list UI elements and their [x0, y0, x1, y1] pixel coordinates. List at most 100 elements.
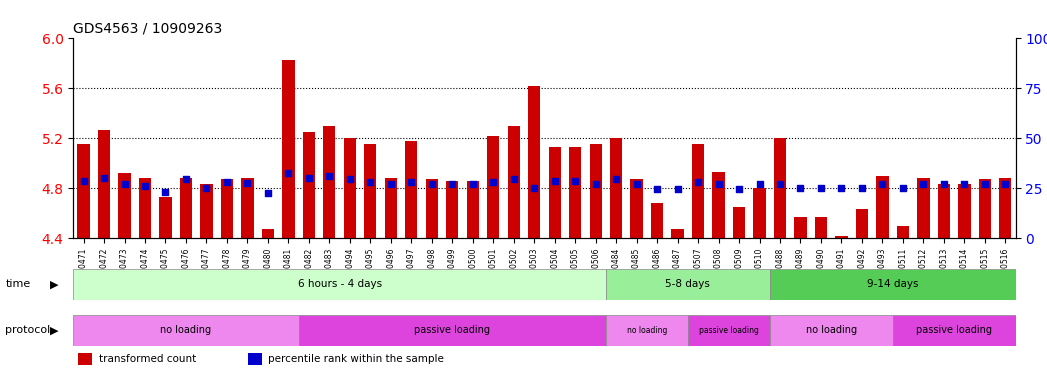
Text: passive loading: passive loading — [916, 325, 993, 335]
Bar — [733, 207, 745, 238]
Point — [95, 175, 112, 181]
Text: no loading: no loading — [805, 325, 856, 335]
Text: ▶: ▶ — [50, 325, 59, 335]
Bar — [528, 86, 540, 238]
Bar — [712, 172, 725, 238]
Bar — [79, 353, 92, 365]
Bar — [97, 129, 110, 238]
Bar — [508, 126, 520, 238]
Point — [280, 170, 296, 176]
Point — [772, 181, 788, 187]
Text: transformed count: transformed count — [98, 354, 196, 364]
Text: passive loading: passive loading — [698, 326, 759, 335]
Point — [506, 176, 522, 182]
Point — [751, 181, 767, 187]
Text: 9-14 days: 9-14 days — [867, 279, 918, 289]
Point — [710, 181, 727, 187]
Bar — [897, 226, 909, 238]
Point — [936, 181, 953, 187]
FancyBboxPatch shape — [893, 315, 1016, 346]
Bar — [262, 229, 274, 238]
Point — [75, 178, 92, 184]
Text: passive loading: passive loading — [415, 325, 490, 335]
Text: 5-8 days: 5-8 days — [666, 279, 710, 289]
Bar — [343, 138, 356, 238]
Bar — [180, 178, 192, 238]
Point — [853, 185, 870, 191]
Bar — [774, 138, 786, 238]
Point — [894, 185, 911, 191]
Point — [526, 185, 542, 191]
Bar — [999, 178, 1011, 238]
Point — [485, 179, 502, 185]
Bar — [446, 181, 459, 238]
Bar — [671, 229, 684, 238]
Point — [628, 181, 645, 187]
FancyBboxPatch shape — [606, 315, 688, 346]
Bar — [855, 209, 868, 238]
Bar — [118, 173, 131, 238]
Bar — [159, 197, 172, 238]
Bar — [795, 217, 806, 238]
Point — [136, 183, 153, 189]
Bar — [589, 144, 602, 238]
Point — [239, 180, 255, 186]
Text: no loading: no loading — [160, 325, 211, 335]
Point — [793, 185, 809, 191]
FancyBboxPatch shape — [770, 315, 893, 346]
Point — [116, 181, 133, 187]
Bar — [247, 353, 262, 365]
Bar — [958, 184, 971, 238]
Point — [444, 181, 461, 187]
Point — [219, 179, 236, 185]
Bar — [324, 126, 335, 238]
Bar — [630, 179, 643, 238]
Point — [465, 181, 482, 187]
Bar — [979, 179, 992, 238]
Bar — [938, 184, 950, 238]
Point — [321, 173, 338, 179]
Text: percentile rank within the sample: percentile rank within the sample — [268, 354, 444, 364]
Bar — [917, 178, 930, 238]
Point — [977, 181, 994, 187]
Bar — [815, 217, 827, 238]
Point — [362, 179, 379, 185]
Bar — [836, 236, 848, 238]
Bar — [139, 178, 151, 238]
Text: protocol: protocol — [5, 325, 50, 335]
Point — [403, 179, 420, 185]
FancyBboxPatch shape — [298, 315, 606, 346]
Bar — [303, 132, 315, 238]
Text: no loading: no loading — [627, 326, 667, 335]
Text: ▶: ▶ — [50, 279, 59, 289]
Bar — [200, 184, 213, 238]
Point — [198, 185, 215, 191]
Point — [731, 186, 748, 192]
Point — [566, 178, 583, 184]
FancyBboxPatch shape — [606, 269, 770, 300]
Bar — [610, 138, 622, 238]
Point — [178, 176, 195, 182]
Point — [260, 190, 276, 196]
Point — [690, 179, 707, 185]
Bar — [754, 188, 765, 238]
Point — [341, 176, 358, 182]
Point — [300, 175, 317, 181]
Bar — [467, 181, 478, 238]
Point — [423, 181, 440, 187]
Point — [915, 181, 932, 187]
Bar — [569, 147, 581, 238]
Point — [669, 186, 686, 192]
Point — [997, 181, 1013, 187]
Bar — [77, 144, 90, 238]
Point — [874, 181, 891, 187]
Bar — [549, 147, 561, 238]
Bar — [426, 179, 438, 238]
FancyBboxPatch shape — [73, 315, 298, 346]
Bar — [876, 176, 889, 238]
Bar — [241, 178, 253, 238]
Text: time: time — [5, 279, 30, 289]
Bar — [283, 60, 294, 238]
FancyBboxPatch shape — [770, 269, 1016, 300]
Point — [607, 176, 624, 182]
